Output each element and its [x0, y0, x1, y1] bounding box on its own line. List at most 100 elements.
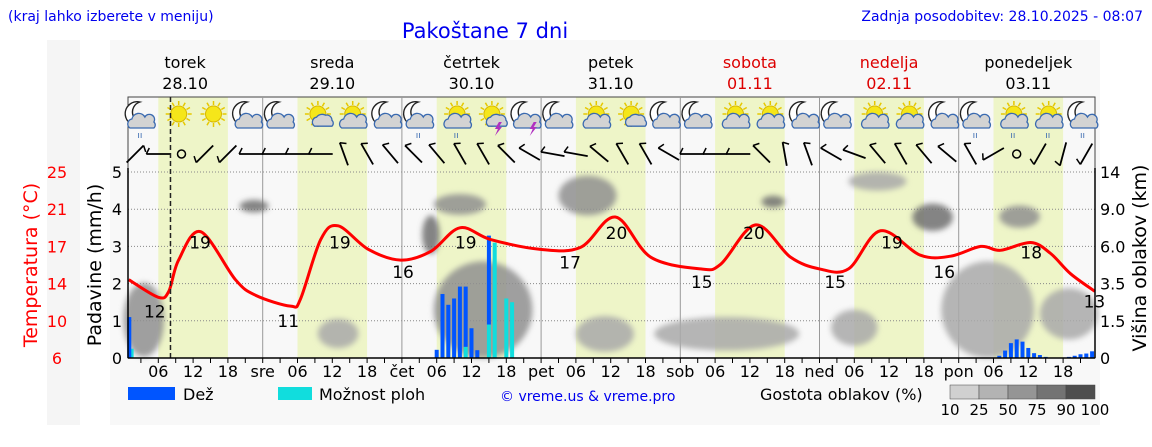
- daylight-band: [158, 97, 228, 358]
- cloud-icon: [895, 112, 925, 129]
- location-hint[interactable]: (kraj lahko izberete v meniju): [8, 9, 214, 25]
- wind-shaft: [752, 144, 771, 164]
- wind-feather: [284, 147, 290, 155]
- sun-ray: [217, 121, 221, 126]
- showers-bar: [463, 346, 468, 358]
- day-name: torek: [164, 53, 206, 72]
- cloud-height-tick: 6.0: [1100, 237, 1125, 256]
- precipitation-tick: 1: [112, 312, 122, 331]
- density-tick: 90: [1056, 401, 1075, 419]
- wind-shaft: [615, 143, 630, 165]
- x-hour-label: 18: [775, 362, 795, 381]
- precipitation-tick: 0: [112, 349, 122, 368]
- sun-ray: [1021, 106, 1026, 111]
- sun-ray: [867, 102, 871, 107]
- wind-barb-icon: [540, 146, 565, 157]
- sun-ray: [186, 106, 191, 111]
- weather-icon-sun-cloud: [895, 101, 925, 129]
- showers-bar: [504, 298, 509, 358]
- wind-barbs: [125, 141, 1094, 167]
- rain-bar: [127, 317, 132, 358]
- wind-feather: [657, 143, 665, 149]
- cloud-patch: [941, 261, 1035, 359]
- rain-bar: [452, 298, 457, 358]
- cloud-icon: [1000, 112, 1029, 129]
- wind-feather: [981, 153, 984, 161]
- x-hour-label: 06: [705, 362, 725, 381]
- x-day-label: čet: [389, 362, 414, 381]
- wind-barb-icon: [1054, 142, 1068, 167]
- sun-ray: [306, 106, 311, 111]
- sun-ray: [619, 106, 624, 111]
- temperature-label: 19: [189, 234, 211, 254]
- temperature-line: [127, 215, 1096, 309]
- wind-feather: [238, 147, 243, 155]
- day-name: sobota: [723, 53, 777, 72]
- sun-ray: [182, 102, 186, 107]
- wind-shaft: [381, 144, 399, 164]
- rain-bar: [1026, 347, 1031, 358]
- cloud-icon: [582, 112, 612, 129]
- cloud-patch: [123, 282, 165, 357]
- wind-shaft: [1033, 143, 1047, 165]
- x-day-label: pet: [528, 362, 554, 381]
- cloud-icon: [791, 112, 821, 129]
- weather-icon-sun-cloud-rain: ıı: [1034, 101, 1064, 141]
- rain-icon: ıı: [973, 131, 978, 141]
- sun-disc: [205, 105, 222, 123]
- sun-ray: [171, 102, 175, 107]
- sun-ray: [167, 117, 172, 122]
- density-tick: 100: [1081, 401, 1110, 419]
- cloud-icon: [1034, 112, 1064, 129]
- wind-feather: [382, 142, 390, 146]
- wind-shaft: [1079, 143, 1094, 165]
- sun-ray: [220, 106, 226, 111]
- page-title: Pakoštane 7 dni: [402, 19, 568, 43]
- sun-ray: [623, 102, 628, 107]
- temperature-tick: 17: [47, 237, 67, 256]
- x-hour-label: 06: [983, 362, 1003, 381]
- cloud-height-tick: 14: [1100, 163, 1120, 182]
- wind-feather: [142, 145, 147, 153]
- wind-shaft: [125, 144, 145, 164]
- precipitation-tick: 4: [112, 200, 122, 219]
- copyright-link[interactable]: © vreme.us & vreme.pro: [500, 389, 675, 405]
- wind-shaft: [842, 149, 866, 159]
- temperature-label: 12: [144, 302, 166, 322]
- x-hour-label: 12: [601, 362, 621, 381]
- rain-icon: ıı: [1080, 131, 1085, 141]
- wind-feather: [725, 147, 730, 155]
- cloud-icon: [405, 112, 435, 129]
- x-hour-label: 18: [635, 362, 655, 381]
- wind-barb-icon: [893, 142, 908, 165]
- x-hour-label: 12: [1018, 362, 1038, 381]
- wind-feather: [869, 142, 877, 146]
- wind-barb-icon: [725, 147, 751, 155]
- daylight-band: [575, 97, 646, 358]
- weather-icon-sun-cloud: [756, 101, 786, 129]
- x-hour-label: 06: [427, 362, 447, 381]
- x-hour-label: 18: [914, 362, 934, 381]
- day-date: 01.11: [727, 74, 773, 93]
- cloud-patch: [912, 203, 953, 231]
- weather-icon-sun-smallcloud-storm: [478, 101, 508, 136]
- wind-barb-icon: [193, 144, 214, 164]
- wind-feather: [428, 142, 436, 146]
- x-hour-label: 18: [1053, 362, 1073, 381]
- sun-ray: [897, 106, 903, 111]
- x-hour-label: 12: [461, 362, 481, 381]
- wind-barb-icon: [381, 142, 399, 164]
- cloud-icon: [266, 112, 296, 129]
- sun-ray: [603, 106, 608, 111]
- sun-ray: [341, 106, 346, 111]
- wind-calm-icon: [176, 149, 187, 159]
- wind-barb-icon: [638, 142, 653, 165]
- legend-rain-label: Dež: [183, 385, 214, 404]
- sun-ray: [1006, 102, 1011, 107]
- wind-shaft: [404, 144, 423, 164]
- wind-shaft: [218, 144, 238, 164]
- wind-shaft: [540, 151, 565, 157]
- sun-ray: [182, 121, 186, 126]
- sun-ray: [360, 106, 365, 111]
